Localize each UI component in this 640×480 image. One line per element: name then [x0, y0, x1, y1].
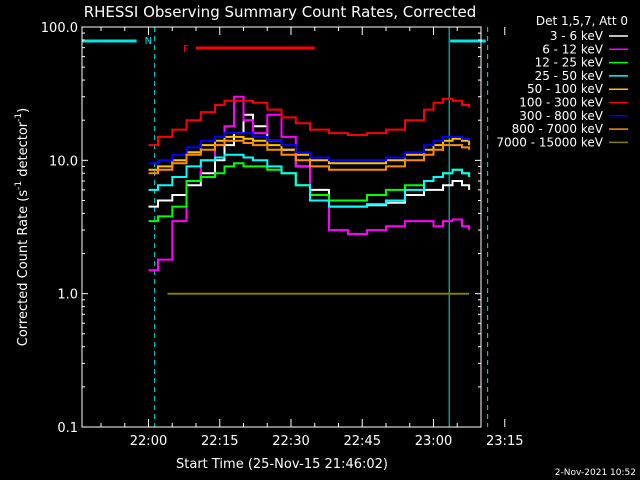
legend-label: 100 - 300 keV: [519, 96, 603, 110]
x-tick-label: 22:15: [201, 434, 238, 449]
y-axis-label-main: Corrected Count Rate (s: [16, 190, 31, 347]
y-axis-label-end: ): [16, 108, 31, 113]
y-axis-ticks: 100.0 10.0 1.0 0.1: [41, 21, 481, 436]
legend-label: 3 - 6 keV: [550, 29, 604, 43]
y-axis-label-mid: detector: [16, 121, 31, 181]
x-tick-label: 23:00: [415, 434, 452, 449]
flare-flag: F: [183, 44, 315, 55]
x-axis-ticks: 22:00 22:15 22:30 22:45 23:00 23:15: [100, 27, 523, 449]
series-line-6: [148, 132, 471, 165]
night-flag-label: N: [145, 36, 152, 47]
series-line-7: [148, 139, 471, 175]
y-tick-label: 100.0: [41, 21, 78, 36]
y-axis-label: Corrected Count Rate (s-1 detector-1): [14, 108, 31, 346]
legend-label: 300 - 800 keV: [519, 109, 603, 123]
plot-frame: [81, 26, 482, 428]
flare-flag-label: F: [183, 44, 189, 55]
legend-label: 6 - 12 keV: [542, 42, 604, 56]
legend-label: 7000 - 15000 keV: [496, 135, 603, 149]
night-flags: N: [82, 36, 486, 47]
x-tick-label: 22:45: [344, 434, 381, 449]
y-tick-label: 0.1: [57, 421, 78, 436]
legend-label: 800 - 7000 keV: [512, 122, 604, 136]
legend-label: 25 - 50 keV: [535, 69, 604, 83]
chart-title: RHESSI Observing Summary Count Rates, Co…: [84, 3, 477, 21]
series-line-3: [148, 153, 471, 208]
y-axis-label-exp1: -1: [14, 181, 24, 190]
legend-label: 12 - 25 keV: [535, 56, 604, 70]
y-axis-label-exp2: -1: [14, 113, 24, 122]
series-lines: [148, 95, 471, 295]
x-axis-label: Start Time (25-Nov-15 21:46:02): [176, 457, 388, 472]
series-line-5: [148, 97, 471, 147]
x-tick-label: 22:00: [130, 434, 167, 449]
x-tick-label: 23:15: [486, 434, 523, 449]
footer-date: 2-Nov-2021 10:52: [555, 468, 636, 478]
y-tick-label: 10.0: [49, 154, 78, 169]
legend-label: 50 - 100 keV: [527, 82, 604, 96]
y-tick-label: 1.0: [57, 288, 78, 303]
legend-header: Det 1,5,7, Att 0: [536, 14, 628, 28]
x-tick-label: 22:30: [272, 434, 309, 449]
